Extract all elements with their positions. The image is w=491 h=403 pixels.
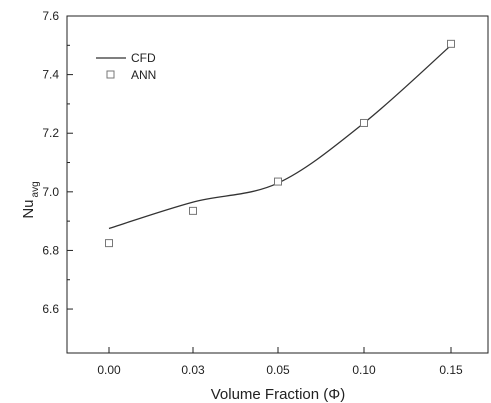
x-tick-label: 0.05 bbox=[266, 363, 290, 377]
x-tick-label: 0.00 bbox=[97, 363, 121, 377]
ann-marker bbox=[448, 40, 455, 47]
legend-ann-swatch bbox=[107, 71, 114, 78]
legend: CFD ANN bbox=[96, 51, 156, 82]
x-tick-label: 0.10 bbox=[352, 363, 376, 377]
y-axis-title: Nu avg bbox=[20, 181, 41, 218]
legend-cfd-label: CFD bbox=[131, 51, 156, 65]
ann-marker bbox=[190, 207, 197, 214]
y-axis-title-sub: avg bbox=[30, 181, 41, 197]
y-tick-label: 6.8 bbox=[42, 243, 59, 257]
y-axis-ticks: 6.6 6.8 7.0 7.2 7.4 7.6 bbox=[42, 9, 73, 316]
y-tick-label: 7.0 bbox=[42, 185, 59, 199]
svg-text:Nuavg: Nu avg bbox=[20, 181, 41, 218]
series-ann-markers bbox=[106, 40, 455, 246]
legend-ann-label: ANN bbox=[131, 68, 156, 82]
y-tick-label: 7.2 bbox=[42, 126, 59, 140]
y-tick-label: 6.6 bbox=[42, 302, 59, 316]
ann-marker bbox=[275, 178, 282, 185]
x-axis-title: Volume Fraction (Φ) bbox=[211, 386, 346, 403]
y-tick-label: 7.4 bbox=[42, 68, 59, 82]
x-tick-label: 0.03 bbox=[181, 363, 205, 377]
ann-marker bbox=[106, 240, 113, 247]
ann-marker bbox=[361, 119, 368, 126]
y-tick-label: 7.6 bbox=[42, 9, 59, 23]
x-axis-ticks: 0.00 0.03 0.05 0.10 0.15 bbox=[97, 347, 463, 377]
y-axis-title-main: Nu bbox=[20, 199, 37, 218]
x-tick-label: 0.15 bbox=[439, 363, 463, 377]
series-cfd-line bbox=[109, 45, 451, 228]
